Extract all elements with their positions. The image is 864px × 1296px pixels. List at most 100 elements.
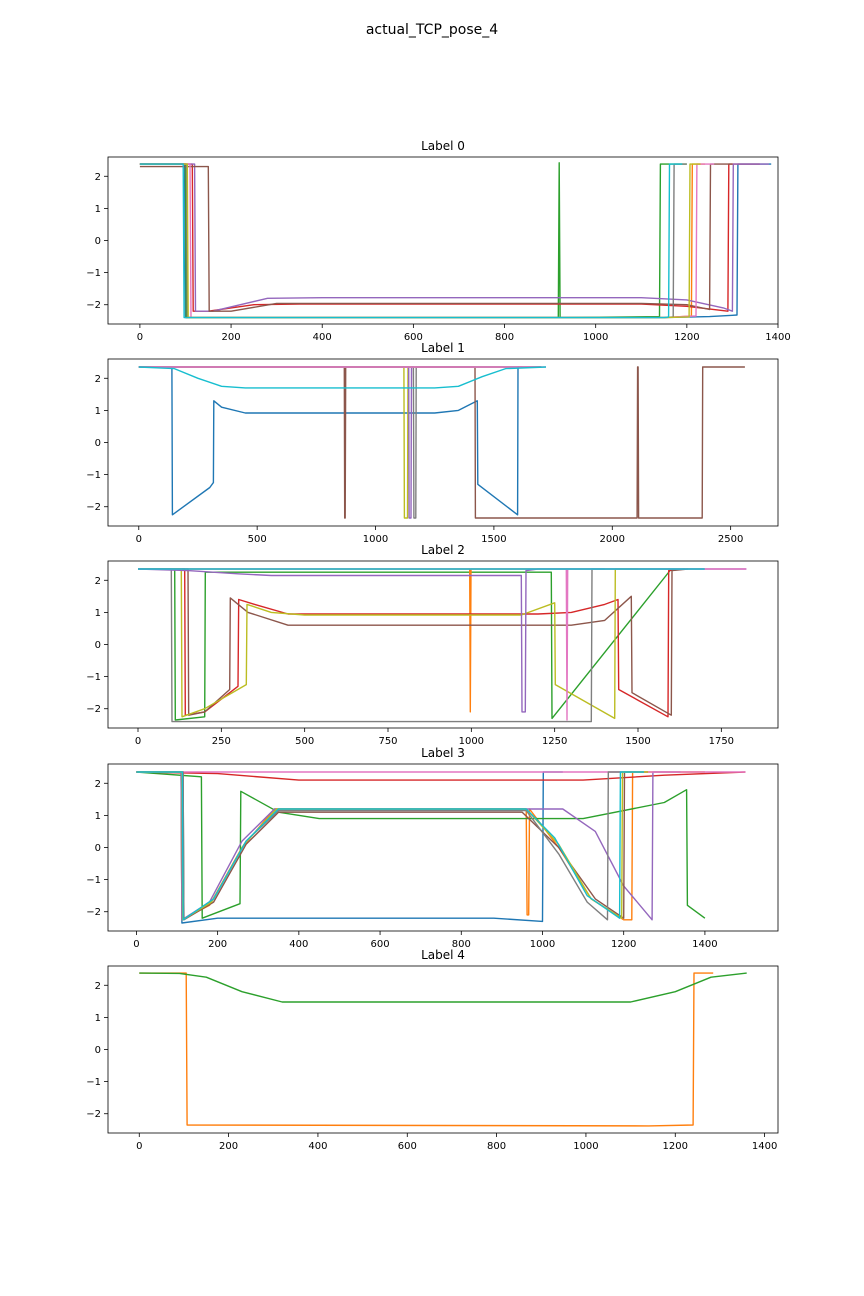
y-tick-label: −2	[86, 907, 101, 918]
axes-frame	[107, 358, 779, 527]
x-tick-label: 800	[452, 939, 471, 950]
y-tick-label: −1	[86, 672, 101, 683]
y-tick-label: −1	[86, 875, 101, 886]
x-tick-label: 1400	[765, 332, 790, 343]
series-group	[136, 771, 746, 924]
y-tick-label: 2	[95, 779, 101, 790]
x-tick-label: 0	[136, 534, 142, 545]
subplot-2: 0 250 500 750 1000 1250 1500 1750 −2 −1 0 1 2 Label 2	[86, 543, 779, 747]
y-tick-label: 0	[95, 640, 101, 651]
series-line-0	[138, 366, 523, 516]
x-tick-label: 400	[289, 939, 308, 950]
series-line-5	[139, 163, 733, 312]
series-group	[139, 972, 747, 1127]
series-line-6	[137, 568, 747, 713]
series-line-5	[138, 568, 605, 723]
series-line-4	[139, 163, 769, 312]
x-tick-label: 400	[308, 1141, 327, 1152]
x-tick-label: 0	[135, 736, 141, 747]
y-tick-label: 1	[95, 406, 101, 417]
series-line-0	[139, 972, 714, 1127]
x-tick-label: 800	[487, 1141, 506, 1152]
subplot-0: 0 200 400 600 800 1000 1200 1400 −2 −1 0 1 2 Label 0	[86, 139, 790, 343]
y-tick-label: 0	[95, 236, 101, 247]
y-tick-label: 2	[95, 172, 101, 183]
x-tick-label: 0	[133, 939, 139, 950]
x-tick-label: 2000	[600, 534, 625, 545]
x-tick-label: 600	[398, 1141, 417, 1152]
series-group	[137, 568, 747, 723]
x-tick-label: 200	[219, 1141, 238, 1152]
x-tick-label: 1000	[459, 736, 484, 747]
x-tick-label: 1250	[542, 736, 567, 747]
x-tick-label: 1500	[625, 736, 650, 747]
y-tick-label: −2	[86, 300, 101, 311]
series-line-7	[139, 163, 687, 319]
x-tick-label: 0	[136, 1141, 142, 1152]
subplot-title: Label 2	[421, 543, 465, 557]
y-tick-label: 0	[95, 438, 101, 449]
y-tick-label: −2	[86, 704, 101, 715]
x-tick-label: 1200	[663, 1141, 688, 1152]
x-tick-label: 1750	[709, 736, 734, 747]
series-line-2	[139, 162, 687, 319]
x-tick-label: 200	[222, 332, 241, 343]
x-tick-label: 750	[378, 736, 397, 747]
subplot-3: 0 200 400 600 800 1000 1200 1400 −2 −1 0 1 2 Label 3	[86, 746, 779, 950]
series-line-2	[138, 568, 685, 718]
series-group	[139, 162, 772, 319]
series-line-7	[136, 771, 632, 921]
series-group	[138, 366, 745, 519]
y-tick-label: −1	[86, 268, 101, 279]
x-tick-label: 1200	[674, 332, 699, 343]
subplot-4: 0 200 400 600 800 1000 1200 1400 −2 −1 0 1 2 Label 4	[86, 948, 779, 1152]
figure-title: actual_TCP_pose_4	[365, 22, 499, 38]
y-tick-label: 2	[95, 981, 101, 992]
series-line-9	[139, 163, 683, 319]
series-line-9	[136, 771, 644, 921]
series-line-0	[138, 568, 672, 721]
series-line-2	[136, 771, 706, 919]
x-tick-label: 1000	[530, 939, 555, 950]
y-tick-label: −1	[86, 1077, 101, 1088]
y-tick-label: 0	[95, 1045, 101, 1056]
x-tick-label: 1000	[363, 534, 388, 545]
x-tick-label: 500	[248, 534, 267, 545]
x-tick-label: 1000	[573, 1141, 598, 1152]
x-tick-label: 500	[295, 736, 314, 747]
x-tick-label: 800	[495, 332, 514, 343]
series-line-4	[136, 771, 681, 921]
subplot-title: Label 0	[421, 139, 465, 153]
subplot-title: Label 3	[421, 746, 465, 760]
y-tick-label: 2	[95, 374, 101, 385]
x-tick-label: 1400	[752, 1141, 777, 1152]
series-line-3	[139, 163, 760, 312]
y-tick-label: −2	[86, 502, 101, 513]
series-line-0	[139, 163, 772, 319]
y-tick-label: 2	[95, 576, 101, 587]
y-tick-label: 1	[95, 608, 101, 619]
y-tick-label: 0	[95, 843, 101, 854]
series-line-1	[138, 366, 745, 519]
y-tick-label: 1	[95, 811, 101, 822]
y-tick-label: 1	[95, 1013, 101, 1024]
y-tick-label: −2	[86, 1109, 101, 1120]
series-line-3	[136, 771, 746, 781]
series-line-7	[138, 568, 747, 721]
axes-frame	[107, 560, 779, 729]
series-line-4	[138, 568, 638, 720]
subplot-title: Label 4	[421, 948, 465, 962]
x-tick-label: 400	[313, 332, 332, 343]
x-tick-label: 1400	[692, 939, 717, 950]
y-tick-label: −1	[86, 470, 101, 481]
series-line-3	[138, 568, 689, 716]
x-tick-label: 1200	[611, 939, 636, 950]
x-tick-label: 600	[404, 332, 423, 343]
x-tick-label: 1500	[481, 534, 506, 545]
series-line-6	[139, 163, 715, 319]
series-line-1	[139, 972, 747, 1003]
y-tick-label: 1	[95, 204, 101, 215]
x-tick-label: 0	[137, 332, 143, 343]
x-tick-label: 1000	[583, 332, 608, 343]
